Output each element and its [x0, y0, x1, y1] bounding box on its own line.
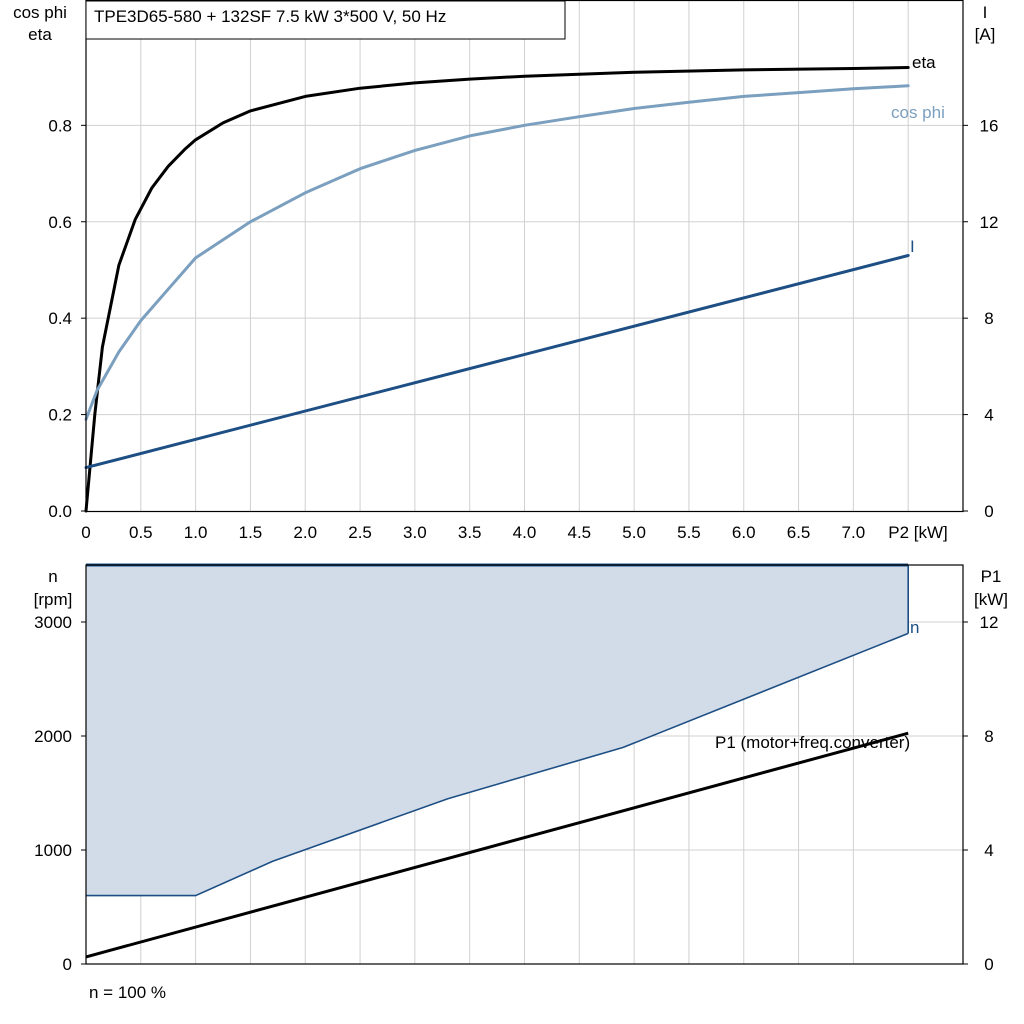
right-y-tick-label: 16 — [980, 116, 999, 135]
left-y-tick-label: 0.0 — [48, 502, 72, 521]
right-y-tick-label: 0 — [984, 502, 993, 521]
top-x-tick-label: 2.0 — [293, 523, 317, 542]
right-axis-label-p1: P1 — [981, 567, 1002, 586]
top-chart-ticks: 0 0.5 1.0 1.5 2.0 2.5 3.0 3.5 4.0 4.5 5.0 5.5 6.0 6.5… — [48, 116, 998, 542]
top-x-tick-label: 2.5 — [348, 523, 372, 542]
top-chart-series — [84, 66, 910, 513]
series-line-p1 — [85, 731, 909, 959]
top-x-tick-label: 5.5 — [677, 523, 701, 542]
top-x-tick-label: 0 — [81, 523, 90, 542]
right-axis-unit-current: [A] — [975, 25, 996, 44]
left-y-tick-label: 3000 — [34, 613, 72, 632]
left-axis-unit-speed: [rpm] — [34, 590, 73, 609]
top-x-tick-label: 5.0 — [622, 523, 646, 542]
left-y-tick-label: 0.6 — [48, 213, 72, 232]
left-y-tick-label: 2000 — [34, 727, 72, 746]
top-x-tick-label: 4.5 — [567, 523, 591, 542]
bottom-chart-series — [85, 563, 909, 959]
top-x-tick-label: 1.5 — [239, 523, 263, 542]
top-x-tick-label: 1.0 — [184, 523, 208, 542]
series-line-eta — [84, 66, 910, 513]
right-y-tick-label: 12 — [980, 613, 999, 632]
operating-range-lower-line — [86, 632, 909, 897]
left-axis-label-cos-phi: cos phi — [13, 3, 67, 22]
series-label-speed: n — [910, 618, 919, 637]
bottom-chart-panel: 0 1000 2000 3000 0 4 8 12 n [rpm] P1 [kW] n P1 … — [34, 563, 1008, 1002]
series-label-eta: eta — [912, 53, 936, 72]
bottom-chart-ticks: 0 1000 2000 3000 0 4 8 12 — [34, 613, 998, 974]
speed-annotation: n = 100 % — [89, 983, 166, 1002]
series-label-current: I — [910, 237, 915, 256]
right-y-tick-label: 4 — [984, 406, 993, 425]
top-x-tick-label: 3.5 — [458, 523, 482, 542]
right-y-tick-label: 8 — [984, 727, 993, 746]
left-y-tick-label: 0.4 — [48, 309, 72, 328]
top-x-tick-label: 6.5 — [787, 523, 811, 542]
left-y-tick-label: 0.2 — [48, 406, 72, 425]
series-line-i — [84, 254, 910, 470]
left-y-tick-label: 1000 — [34, 841, 72, 860]
top-chart-panel: 0 0.5 1.0 1.5 2.0 2.5 3.0 3.5 4.0 4.5 5.0 5.5 6.0 6.5… — [13, 0, 998, 542]
left-y-tick-label: 0.8 — [48, 116, 72, 135]
operating-range-area — [86, 565, 909, 896]
right-axis-label-current: I — [983, 3, 988, 22]
top-chart-grid — [86, 0, 963, 511]
top-x-tick-label: 0.5 — [129, 523, 153, 542]
series-label-cos-phi: cos phi — [891, 103, 945, 122]
chart-title-box — [85, 0, 566, 40]
chart-title: TPE3D65-580 + 132SF 7.5 kW 3*500 V, 50 H… — [94, 7, 446, 26]
right-y-tick-label: 12 — [980, 213, 999, 232]
right-y-tick-label: 4 — [984, 841, 993, 860]
top-x-tick-label: 7.0 — [842, 523, 866, 542]
right-axis-unit-p1: [kW] — [974, 590, 1008, 609]
left-axis-label-speed: n — [48, 567, 57, 586]
right-y-tick-label: 0 — [984, 955, 993, 974]
left-axis-label-eta: eta — [28, 25, 52, 44]
top-x-tick-label: 4.0 — [513, 523, 537, 542]
right-y-tick-label: 8 — [984, 309, 993, 328]
x-axis-label: P2 [kW] — [888, 523, 948, 542]
series-label-p1: P1 (motor+freq.converter) — [715, 733, 910, 752]
series-line-cos-phi — [84, 84, 910, 421]
top-x-tick-label: 3.0 — [403, 523, 427, 542]
top-x-tick-label: 6.0 — [732, 523, 756, 542]
left-y-tick-label: 0 — [63, 955, 72, 974]
bottom-chart-frame — [85, 564, 964, 965]
